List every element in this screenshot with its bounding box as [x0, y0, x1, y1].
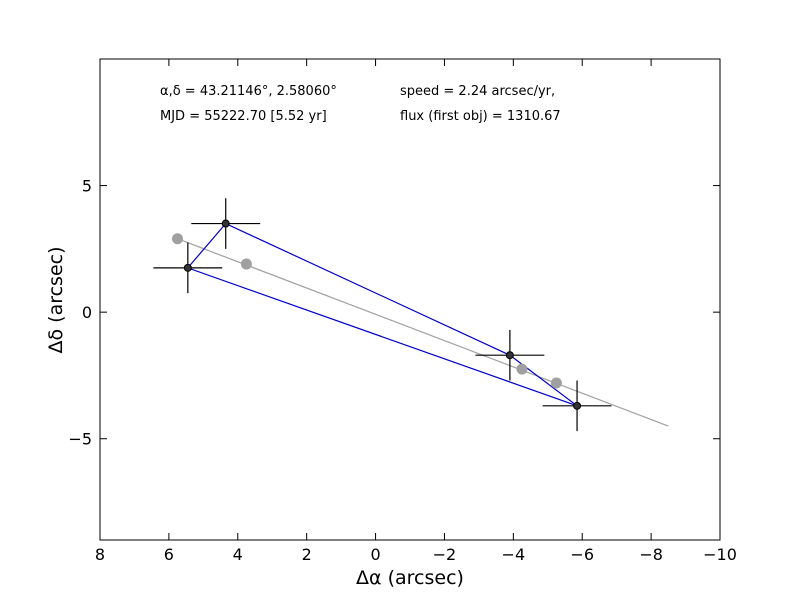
fit-line	[177, 238, 669, 427]
measured-marker	[573, 401, 582, 410]
x-tick-label: −10	[703, 545, 737, 564]
x-tick-label: 6	[164, 545, 174, 564]
measured-point-3	[475, 329, 545, 381]
x-tick-label: −4	[502, 545, 526, 564]
y-tick-label: −5	[68, 430, 92, 449]
predicted-point-2	[240, 258, 252, 270]
measured-point-1	[153, 242, 223, 294]
annotation-coords: α,δ = 43.21146°, 2.58060°	[160, 84, 337, 99]
plot-area	[99, 58, 721, 541]
x-tick-label: 2	[302, 545, 312, 564]
x-tick-label: 0	[370, 545, 380, 564]
y-axis-label: Δδ (arcsec)	[45, 246, 67, 353]
annotation-mjd: MJD = 55222.70 [5.52 yr]	[160, 109, 327, 124]
x-axis-label: Δα (arcsec)	[356, 567, 464, 589]
y-tick-label: 0	[82, 303, 92, 322]
measured-point-2	[191, 198, 261, 249]
predicted-point-3	[516, 363, 528, 375]
y-tick-label: 5	[82, 177, 92, 196]
annotation-flux: flux (first obj) = 1310.67	[400, 109, 561, 124]
fit-line-layer	[177, 238, 669, 427]
x-tick-label: −8	[639, 545, 663, 564]
measured-points-layer	[153, 198, 612, 432]
measured-point-4	[542, 380, 612, 432]
plot-frame	[99, 58, 721, 541]
predicted-point-4	[550, 377, 562, 389]
x-tick-label: −2	[433, 545, 457, 564]
predicted-points-layer	[172, 233, 562, 389]
x-tick-label: 4	[233, 545, 243, 564]
measured-marker	[505, 351, 514, 360]
annotation-speed: speed = 2.24 arcsec/yr,	[400, 84, 555, 99]
ticks-layer: 8 6 4 2 0 −2 −4 −6 −8 −10 −5 0 5	[68, 59, 737, 564]
predicted-point-1	[172, 233, 183, 245]
x-tick-label: −6	[570, 545, 594, 564]
x-tick-label: 8	[95, 545, 105, 564]
measured-marker	[221, 219, 230, 228]
measured-marker	[183, 263, 192, 272]
